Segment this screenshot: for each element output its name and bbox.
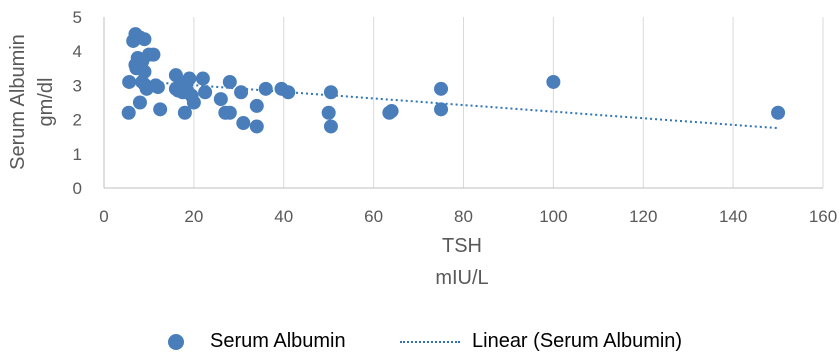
y-tick-label: 5 — [73, 8, 82, 27]
data-point — [195, 71, 210, 86]
data-point — [249, 119, 264, 134]
x-tick-label: 0 — [99, 207, 108, 226]
data-point — [236, 116, 251, 131]
data-point — [222, 74, 237, 89]
data-point — [281, 85, 296, 100]
data-point — [121, 105, 136, 120]
x-tick-label: 120 — [629, 207, 657, 226]
legend-dotted-line-icon — [400, 340, 460, 343]
legend-item-series: Serum Albumin — [168, 330, 346, 353]
scatter-chart: 0 20 40 60 80 100 120 140 160 0 1 2 3 4 5 TSH mIU/L S… — [7, 8, 837, 289]
x-tick-labels: 0 20 40 60 80 100 120 140 160 — [99, 207, 837, 226]
data-point — [546, 74, 561, 89]
y-tick-label: 0 — [73, 179, 82, 198]
data-point — [321, 105, 336, 120]
data-points — [121, 27, 786, 134]
data-point — [222, 105, 237, 120]
data-point — [150, 80, 165, 95]
y-tick-label: 1 — [73, 145, 82, 164]
data-point — [323, 119, 338, 134]
y-axis-title: Serum Albumin — [7, 34, 29, 170]
data-point — [132, 95, 147, 110]
gridlines — [193, 17, 824, 188]
y-tick-label: 3 — [73, 76, 82, 95]
legend-series-label: Serum Albumin — [210, 330, 346, 352]
data-point — [771, 105, 786, 120]
legend-item-trendline: Linear (Serum Albumin) — [400, 330, 682, 353]
data-point — [234, 85, 249, 100]
x-axis-unit: mIU/L — [435, 267, 488, 289]
data-point — [213, 92, 228, 107]
x-tick-label: 80 — [454, 207, 473, 226]
data-point — [137, 64, 152, 79]
y-tick-label: 4 — [73, 42, 82, 61]
y-tick-labels: 0 1 2 3 4 5 — [73, 8, 82, 198]
data-point — [434, 102, 449, 117]
trendline — [126, 79, 779, 130]
data-point — [177, 105, 192, 120]
data-point — [146, 47, 161, 62]
x-tick-label: 60 — [364, 207, 383, 226]
data-point — [153, 102, 168, 117]
legend: Serum Albumin Linear (Serum Albumin) — [0, 326, 839, 360]
data-point — [323, 85, 338, 100]
data-point — [258, 81, 273, 96]
data-point — [434, 81, 449, 96]
legend-marker-icon — [168, 333, 184, 350]
data-point — [186, 95, 201, 110]
y-axis-unit: gm/dl — [35, 78, 57, 127]
y-tick-label: 2 — [73, 111, 82, 130]
data-point — [182, 71, 197, 86]
x-tick-label: 100 — [539, 207, 567, 226]
data-point — [384, 104, 399, 119]
data-point — [137, 32, 152, 47]
x-tick-label: 40 — [274, 207, 293, 226]
data-point — [249, 98, 264, 113]
data-point — [198, 85, 213, 100]
x-tick-label: 20 — [184, 207, 203, 226]
legend-trend-label: Linear (Serum Albumin) — [472, 330, 683, 352]
x-tick-label: 160 — [809, 207, 837, 226]
x-axis-title: TSH — [442, 235, 482, 257]
x-tick-label: 140 — [719, 207, 747, 226]
data-point — [122, 74, 137, 89]
